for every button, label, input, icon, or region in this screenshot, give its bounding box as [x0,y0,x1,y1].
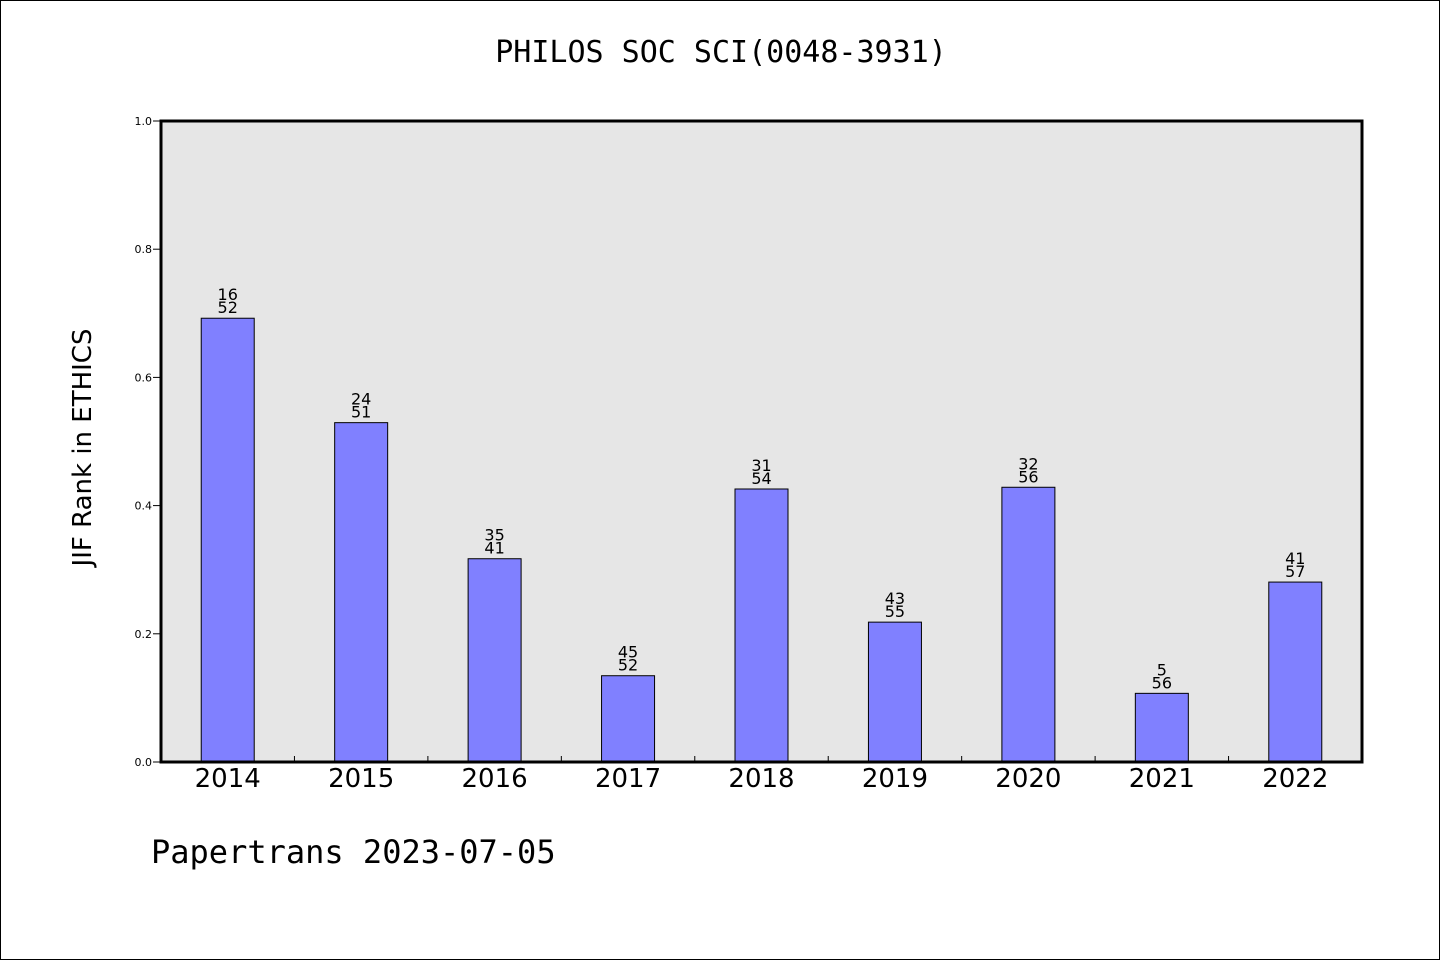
bar-total-label: 55 [885,602,905,621]
x-tick-label: 2017 [595,764,661,794]
bar [1134,692,1189,763]
chart-title: PHILOS SOC SCI(0048-3931) [495,35,947,70]
y-tick-label: 0.0 [135,756,153,769]
x-tick-label: 2016 [462,764,528,794]
footer-text: Papertrans 2023-07-05 [151,833,556,871]
x-tick-label: 2014 [195,764,261,794]
bar [1001,486,1056,763]
bar [467,558,522,763]
bar-total-label: 56 [1018,467,1038,486]
y-tick-label: 1.0 [135,115,153,128]
bar-total-label: 57 [1285,562,1305,581]
bar-rank-label: 32 [1018,454,1038,473]
bar-rank-label: 31 [751,456,771,475]
bar-total-label: 51 [351,403,371,422]
bar [734,488,789,763]
x-tick-label: 2021 [1129,764,1195,794]
x-tick-label: 2019 [862,764,928,794]
y-tick-label: 0.8 [135,243,153,256]
y-tick-label: 0.4 [135,500,153,513]
bar-total-label: 52 [618,656,638,675]
bar-rank-label: 16 [218,285,238,304]
bar [1268,581,1323,763]
y-tick-label: 0.6 [135,371,153,384]
x-tick-label: 2018 [728,764,794,794]
x-tick-label: 2020 [995,764,1061,794]
bar-total-label: 54 [751,469,771,488]
y-tick-label: 0.2 [135,628,153,641]
x-tick-label: 2015 [328,764,394,794]
bar-rank-label: 41 [1285,549,1305,568]
bar-rank-label: 43 [885,589,905,608]
bar-total-label: 52 [218,298,238,317]
y-axis-label: JIF Rank in ETHICS [68,329,98,569]
bar-rank-label: 24 [351,390,371,409]
bar [334,422,389,763]
x-tick-label: 2022 [1262,764,1328,794]
bar-rank-label: 35 [484,526,504,545]
bar-rank-label: 5 [1157,660,1167,679]
bar-total-label: 41 [484,539,504,558]
bar [601,675,656,763]
bar [200,317,255,763]
bar-total-label: 56 [1152,673,1172,692]
bar [867,621,922,763]
plot-border [159,119,1364,764]
bar-rank-label: 45 [618,643,638,662]
